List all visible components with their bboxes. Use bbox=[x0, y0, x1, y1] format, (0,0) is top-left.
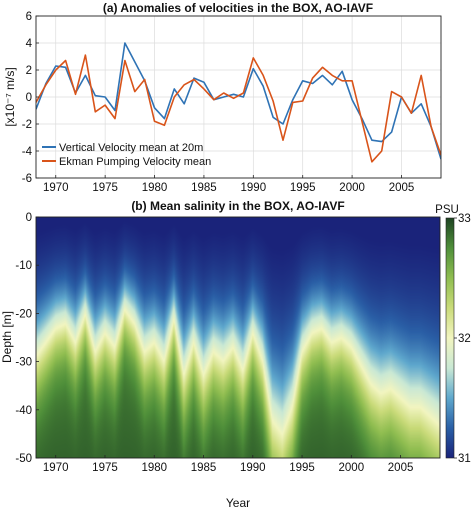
panel-b-x-tick-label: 1975 bbox=[92, 462, 118, 474]
panel-a-y-tick-label: 0 bbox=[26, 92, 32, 104]
panel-b-x-ticks: 1970 1975 1980 1985 1990 1995 2000 2005 bbox=[43, 455, 413, 474]
velocity-anomaly-panel: (a) Anomalies of velocities in the BOX, … bbox=[3, 1, 442, 194]
panel-b-x-tick-label: 1980 bbox=[141, 462, 167, 474]
colorbar-ticks: 31 32 33 bbox=[454, 213, 471, 465]
panel-a-y-tick-label: -4 bbox=[22, 146, 33, 158]
panel-b-x-axis-label: Year bbox=[226, 496, 250, 510]
colorbar: PSU 31 32 33 bbox=[435, 204, 471, 465]
panel-a-x-tick-label: 2000 bbox=[339, 182, 365, 194]
panel-b-y-tick-label: -30 bbox=[15, 357, 32, 369]
panel-a-x-ticks: 1970 1975 1980 1985 1990 1995 2000 2005 bbox=[43, 175, 414, 194]
panel-a-x-tick-label: 1985 bbox=[191, 182, 217, 194]
panel-b-x-tick-label: 2005 bbox=[388, 462, 414, 474]
panel-b-x-tick-label: 1985 bbox=[191, 462, 217, 474]
panel-a-x-tick-label: 1990 bbox=[241, 182, 267, 194]
panel-b-frame bbox=[35, 216, 441, 459]
panel-a-series bbox=[36, 42, 441, 163]
panel-b-x-tick-label: 1990 bbox=[240, 462, 266, 474]
panel-a-legend: Vertical Velocity mean at 20m Ekman Pump… bbox=[42, 142, 211, 168]
panel-a-title: (a) Anomalies of velocities in the BOX, … bbox=[103, 1, 373, 15]
panel-b-y-tick-label: 0 bbox=[26, 212, 32, 224]
panel-a-y-ticks: -6 -4 -2 0 2 4 6 bbox=[22, 11, 39, 185]
panel-a-x-tick-label: 1995 bbox=[290, 182, 316, 194]
colorbar-tick-label: 32 bbox=[458, 333, 471, 345]
panel-a-x-tick-label: 1980 bbox=[142, 182, 168, 194]
legend-label-vertical: Vertical Velocity mean at 20m bbox=[59, 142, 203, 154]
legend-label-ekman: Ekman Pumping Velocity mean bbox=[59, 156, 211, 168]
colorbar-label: PSU bbox=[435, 204, 459, 216]
panel-b-x-tick-label: 1970 bbox=[43, 462, 69, 474]
colorbar-tick-label: 33 bbox=[458, 213, 471, 225]
panel-a-y-tick-label: 6 bbox=[26, 11, 32, 23]
salinity-heatmap bbox=[36, 217, 440, 458]
ekman-pumping-line bbox=[36, 54, 441, 163]
panel-a-y-tick-label: -6 bbox=[22, 173, 32, 185]
panel-b-x-tick-label: 1995 bbox=[289, 462, 315, 474]
panel-a-x-tick-label: 2005 bbox=[389, 182, 415, 194]
colorbar-bar bbox=[445, 217, 455, 459]
colorbar-tick-label: 31 bbox=[458, 453, 471, 465]
panel-b-y-tick-label: -20 bbox=[15, 308, 32, 320]
panel-b-y-axis-label: Depth [m] bbox=[0, 311, 14, 363]
panel-b-y-ticks: 0 -10 -20 -30 -40 -50 bbox=[15, 212, 39, 465]
panel-b-y-tick-label: -10 bbox=[15, 260, 32, 272]
panel-b-y-tick-label: -40 bbox=[15, 405, 32, 417]
panel-a-y-tick-label: 4 bbox=[26, 38, 33, 50]
panel-a-y-axis-label: [x10⁻⁷ m/s] bbox=[3, 67, 17, 126]
panel-a-y-tick-label: 2 bbox=[26, 65, 32, 77]
panel-a-y-tick-label: -2 bbox=[22, 119, 32, 131]
salinity-panel: (b) Mean salinity in the BOX, AO-IAVF 0 -… bbox=[0, 199, 471, 510]
panel-b-y-tick-label: -50 bbox=[15, 453, 32, 465]
panel-b-x-tick-label: 2000 bbox=[339, 462, 365, 474]
panel-a-x-tick-label: 1970 bbox=[43, 182, 69, 194]
panel-b-title: (b) Mean salinity in the BOX, AO-IAVF bbox=[131, 199, 344, 213]
panel-a-x-tick-label: 1975 bbox=[92, 182, 118, 194]
